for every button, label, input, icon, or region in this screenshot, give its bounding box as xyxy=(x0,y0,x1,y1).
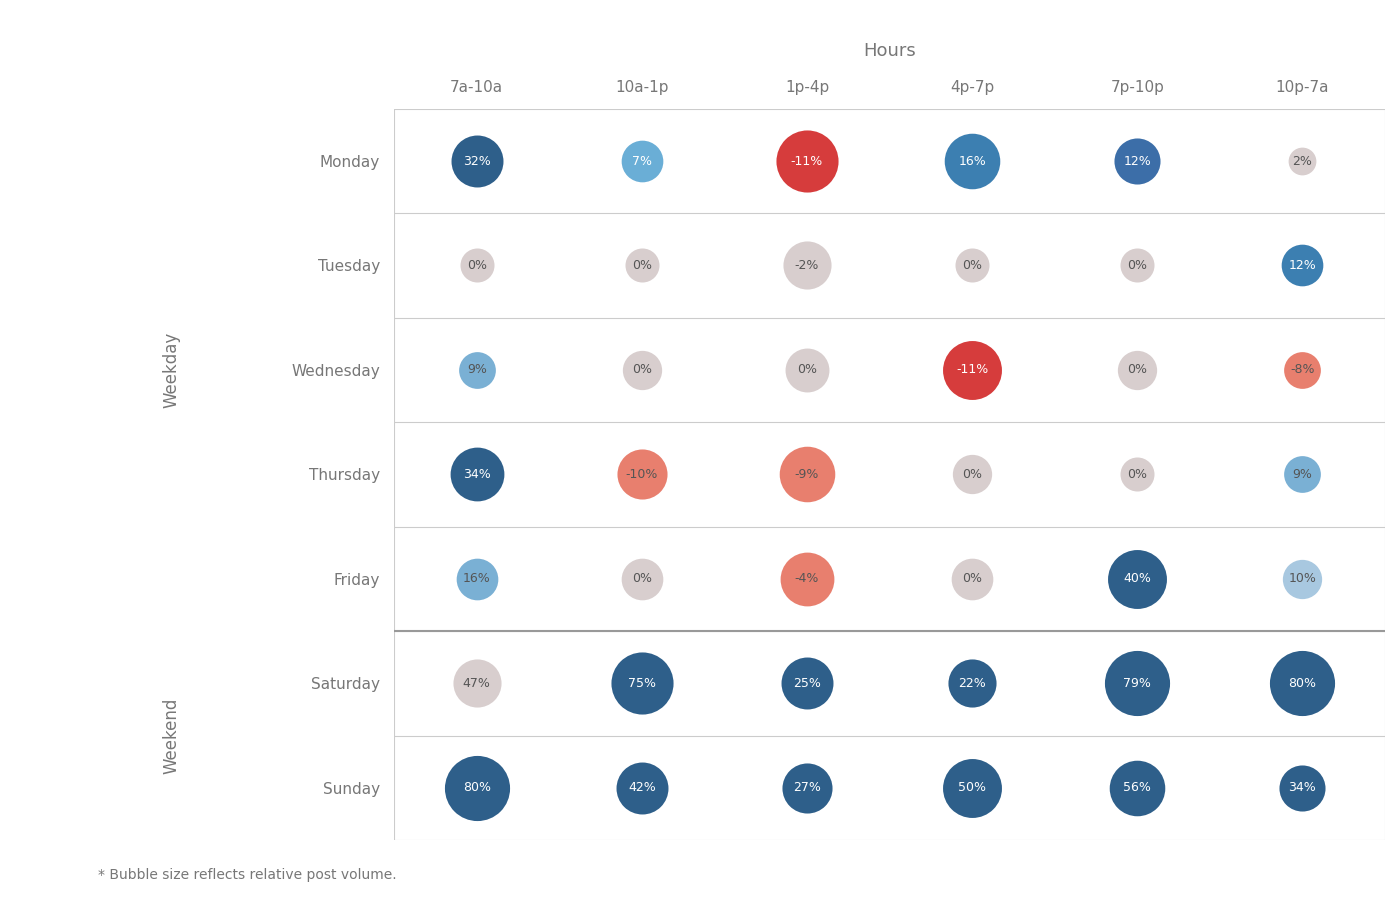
Point xyxy=(960,467,983,482)
Text: 16%: 16% xyxy=(463,572,490,585)
Point xyxy=(630,780,652,795)
Point xyxy=(465,572,487,586)
Text: 0%: 0% xyxy=(631,572,652,585)
Point xyxy=(795,572,818,586)
Point xyxy=(1291,363,1313,377)
Text: 16%: 16% xyxy=(958,155,986,167)
Text: -2%: -2% xyxy=(795,259,819,272)
Text: 0%: 0% xyxy=(1127,259,1147,272)
Text: 0%: 0% xyxy=(631,364,652,376)
Text: 0%: 0% xyxy=(1127,468,1147,481)
Point xyxy=(465,676,487,690)
Point xyxy=(1126,572,1148,586)
Text: 0%: 0% xyxy=(797,364,818,376)
Point xyxy=(1291,154,1313,168)
Point xyxy=(1291,258,1313,273)
Point xyxy=(795,676,818,690)
Point xyxy=(795,467,818,482)
Point xyxy=(960,154,983,168)
Point xyxy=(465,258,487,273)
Title: Hours: Hours xyxy=(864,42,916,60)
Text: 80%: 80% xyxy=(1288,677,1316,689)
Text: Weekday: Weekday xyxy=(162,332,181,408)
Point xyxy=(960,363,983,377)
Text: 7%: 7% xyxy=(631,155,652,167)
Point xyxy=(1126,363,1148,377)
Point xyxy=(1291,467,1313,482)
Point xyxy=(1126,258,1148,273)
Text: -11%: -11% xyxy=(791,155,823,167)
Text: 12%: 12% xyxy=(1288,259,1316,272)
Point xyxy=(630,572,652,586)
Text: 56%: 56% xyxy=(1123,781,1151,795)
Point xyxy=(795,363,818,377)
Text: 9%: 9% xyxy=(1292,468,1312,481)
Point xyxy=(960,780,983,795)
Text: -4%: -4% xyxy=(795,572,819,585)
Point xyxy=(630,676,652,690)
Point xyxy=(1291,780,1313,795)
Text: 27%: 27% xyxy=(792,781,820,795)
Point xyxy=(1126,676,1148,690)
Text: 40%: 40% xyxy=(1123,572,1151,585)
Text: -9%: -9% xyxy=(795,468,819,481)
Point xyxy=(465,154,487,168)
Text: 12%: 12% xyxy=(1123,155,1151,167)
Text: 42%: 42% xyxy=(629,781,655,795)
Point xyxy=(465,780,487,795)
Text: 34%: 34% xyxy=(463,468,490,481)
Point xyxy=(1291,676,1313,690)
Text: -11%: -11% xyxy=(956,364,988,376)
Text: 80%: 80% xyxy=(462,781,490,795)
Text: 2%: 2% xyxy=(1292,155,1312,167)
Text: * Bubble size reflects relative post volume.: * Bubble size reflects relative post vol… xyxy=(98,868,396,882)
Text: 0%: 0% xyxy=(962,259,983,272)
Point xyxy=(465,363,487,377)
Point xyxy=(1126,467,1148,482)
Text: 47%: 47% xyxy=(463,677,490,689)
Point xyxy=(630,258,652,273)
Point xyxy=(795,258,818,273)
Point xyxy=(795,154,818,168)
Point xyxy=(960,676,983,690)
Text: 9%: 9% xyxy=(466,364,487,376)
Point xyxy=(630,467,652,482)
Point xyxy=(1126,154,1148,168)
Text: 10%: 10% xyxy=(1288,572,1316,585)
Text: 50%: 50% xyxy=(958,781,986,795)
Text: -8%: -8% xyxy=(1291,364,1315,376)
Text: 32%: 32% xyxy=(463,155,490,167)
Text: 0%: 0% xyxy=(631,259,652,272)
Point xyxy=(630,363,652,377)
Text: 0%: 0% xyxy=(962,468,983,481)
Point xyxy=(960,572,983,586)
Text: Weekend: Weekend xyxy=(162,698,181,774)
Text: 79%: 79% xyxy=(1123,677,1151,689)
Point xyxy=(630,154,652,168)
Point xyxy=(465,467,487,482)
Text: -10%: -10% xyxy=(626,468,658,481)
Text: 34%: 34% xyxy=(1288,781,1316,795)
Text: 0%: 0% xyxy=(466,259,487,272)
Point xyxy=(1126,780,1148,795)
Point xyxy=(1291,572,1313,586)
Text: 22%: 22% xyxy=(958,677,986,689)
Text: 25%: 25% xyxy=(792,677,820,689)
Text: 75%: 75% xyxy=(627,677,655,689)
Point xyxy=(960,258,983,273)
Text: 0%: 0% xyxy=(962,572,983,585)
Text: 0%: 0% xyxy=(1127,364,1147,376)
Point xyxy=(795,780,818,795)
